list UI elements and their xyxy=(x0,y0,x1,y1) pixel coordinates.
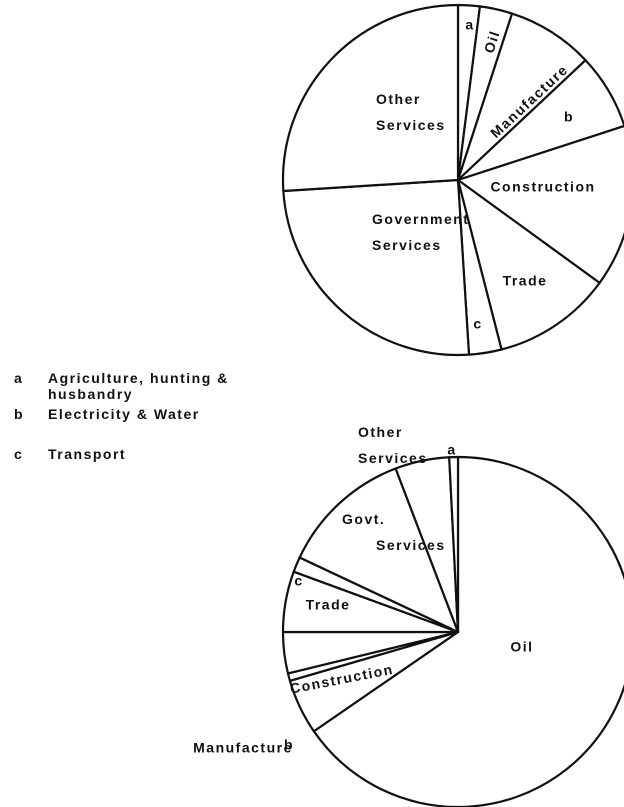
key-text: Transport xyxy=(48,446,127,462)
pie-slice xyxy=(448,455,460,634)
slice-label: Oil xyxy=(481,28,503,55)
pie-slice xyxy=(298,467,460,634)
slice-label: c xyxy=(473,316,482,332)
pie-slice xyxy=(456,124,624,284)
slice-label: Govt. Services xyxy=(342,511,446,553)
slice-label: Manufacture xyxy=(193,740,293,756)
key-letter: c xyxy=(14,446,24,462)
key-letter: a xyxy=(14,370,24,386)
pie-slice xyxy=(312,455,624,807)
key-text: Electricity & Water xyxy=(48,406,200,422)
slice-label: c xyxy=(294,573,303,589)
slice-label: Other Services xyxy=(358,424,428,466)
label-line: Services xyxy=(376,117,446,133)
slice-label: Trade xyxy=(503,273,548,289)
key-item: a Agriculture, hunting & husbandry xyxy=(14,370,238,402)
pie-slice xyxy=(456,178,601,351)
key-item: b Electricity & Water xyxy=(14,406,238,422)
label-line: Services xyxy=(358,450,428,466)
label-line: Government xyxy=(372,211,469,227)
key-letter: b xyxy=(14,406,25,422)
slice-label: Government Services xyxy=(372,211,469,253)
pie-slice xyxy=(282,178,471,357)
label-line: Other xyxy=(376,91,421,107)
slice-label: b xyxy=(564,109,574,125)
slice-label: a xyxy=(447,442,456,458)
slice-label: Other Services xyxy=(376,91,446,133)
key-item: c Transport xyxy=(14,446,238,462)
slice-label: Construction xyxy=(490,179,595,195)
pie-slice xyxy=(281,3,460,193)
label-line: Services xyxy=(372,237,442,253)
slice-label: b xyxy=(284,737,294,753)
label-line: Govt. xyxy=(342,511,385,527)
slice-label: a xyxy=(465,17,474,33)
label-line: Services xyxy=(376,537,446,553)
slice-label: Trade xyxy=(306,597,351,613)
slice-label: Oil xyxy=(510,639,533,655)
key-text: Agriculture, hunting & husbandry xyxy=(48,370,229,402)
pie-slice xyxy=(456,59,624,182)
label-line: Other xyxy=(358,424,403,440)
